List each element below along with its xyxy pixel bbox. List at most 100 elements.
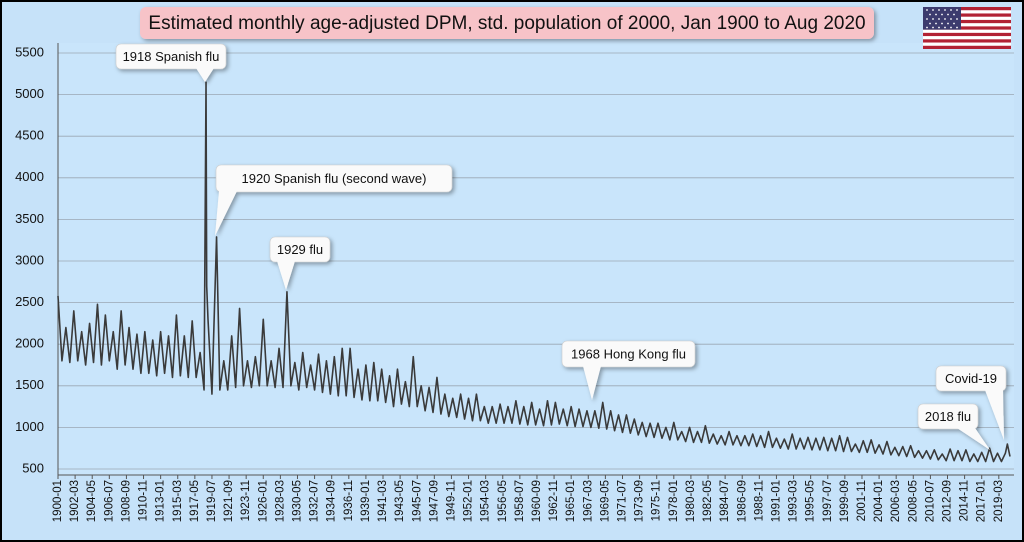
x-tick-label: 1984-07 xyxy=(719,480,731,522)
grid: 500 1000 1500 2000 2500 3000 3500 4000 4500 5000 5… xyxy=(15,43,1014,522)
x-tick-label: 1934-09 xyxy=(326,480,338,522)
y-tick-label: 2000 xyxy=(15,336,44,351)
callout xyxy=(935,365,1007,440)
x-tick-label: 2012-09 xyxy=(942,480,954,522)
data-line xyxy=(57,81,1011,463)
annotation: 1929 flu xyxy=(277,242,323,257)
x-tick-label: 2001-11 xyxy=(856,480,868,521)
y-tick-label: 1000 xyxy=(15,419,44,434)
callout-box xyxy=(269,236,331,263)
x-tick-label: 2004-01 xyxy=(873,480,885,522)
x-tick-label: 1943-05 xyxy=(394,480,406,522)
callout-pointer xyxy=(215,191,237,236)
x-tick-label: 1995-05 xyxy=(805,480,817,522)
x-tick-label: 1904-05 xyxy=(86,480,98,522)
x-tick-label: 1932-07 xyxy=(309,480,321,522)
x-tick-label: 2006-03 xyxy=(890,480,902,522)
x-tick-label: 1962-11 xyxy=(548,480,560,521)
x-tick-label: 1988-11 xyxy=(753,480,765,521)
annotation: Covid-19 xyxy=(945,371,997,386)
callout-box xyxy=(917,403,979,430)
x-tick-label: 1921-09 xyxy=(223,480,235,522)
plot-background xyxy=(58,43,1014,475)
x-tick-label: 1926-01 xyxy=(257,480,269,522)
x-tick-label: 1965-01 xyxy=(565,480,577,522)
title-background xyxy=(140,7,874,39)
flag-stripes xyxy=(923,10,1011,46)
x-tick-label: 2019-03 xyxy=(993,480,1005,522)
x-tick-label: 1939-01 xyxy=(360,480,372,522)
x-tick-label: 1930-05 xyxy=(292,480,304,522)
callout-box xyxy=(561,340,696,368)
x-tick-label: 1980-03 xyxy=(685,480,697,522)
x-tick-label: 1949-11 xyxy=(445,480,457,521)
callout-pointer xyxy=(196,68,214,82)
y-tick-label: 5000 xyxy=(15,86,44,101)
annotation: 2018 flu xyxy=(925,409,971,424)
x-tick-label: 1999-09 xyxy=(839,480,851,522)
callout-pointer xyxy=(277,261,295,290)
callout xyxy=(215,164,453,236)
callout-pointer xyxy=(583,366,601,400)
title-box: Estimated monthly age-adjusted DPM, std.… xyxy=(140,7,874,39)
plot-area xyxy=(57,81,1011,463)
x-tick-label: 1906-07 xyxy=(103,480,115,522)
x-tick-label: 1969-05 xyxy=(599,480,611,522)
annotation: 1918 Spanish flu xyxy=(123,49,220,64)
x-tick-label: 1958-07 xyxy=(514,480,526,522)
x-tick-label: 1997-07 xyxy=(822,480,834,522)
x-tick-label: 1991-01 xyxy=(770,480,782,522)
x-tick-label: 1973-09 xyxy=(634,480,646,522)
callout-box xyxy=(935,365,1007,392)
callout xyxy=(115,43,227,82)
annotation: 1920 Spanish flu (second wave) xyxy=(241,171,426,186)
x-tick-label: 2010-07 xyxy=(924,480,936,522)
x-tick-label: 2014-11 xyxy=(959,480,971,521)
x-tick-label: 1986-09 xyxy=(736,480,748,522)
y-tick-label: 2500 xyxy=(15,294,44,309)
y-tick-label: 1500 xyxy=(15,377,44,392)
x-tick-label: 1993-03 xyxy=(788,480,800,522)
x-tick-label: 1919-07 xyxy=(206,480,218,522)
x-tick-label: 1952-01 xyxy=(463,480,475,522)
x-tick-label: 1915-03 xyxy=(172,480,184,522)
annotation: 1968 Hong Kong flu xyxy=(571,346,686,361)
x-tick-label: 1910-11 xyxy=(138,480,150,521)
callout-pointer xyxy=(957,428,990,450)
x-tick-label: 1900-01 xyxy=(52,480,64,522)
callout-pointer xyxy=(985,390,1004,440)
x-tick-label: 2017-01 xyxy=(976,480,988,522)
callout xyxy=(269,236,331,290)
x-tick-label: 1928-03 xyxy=(274,480,286,522)
y-tick-label: 500 xyxy=(22,460,44,475)
x-tick-label: 1956-05 xyxy=(497,480,509,522)
flag-stars xyxy=(926,9,958,29)
x-tick-label: 1960-09 xyxy=(531,480,543,522)
x-tick-label: 1967-03 xyxy=(582,480,594,522)
x-tick-label: 1978-01 xyxy=(668,480,680,522)
x-tick-label: 1913-01 xyxy=(155,480,167,522)
x-tick-label: 1941-03 xyxy=(377,480,389,522)
y-tick-label: 4500 xyxy=(15,128,44,143)
y-tick-label: 4000 xyxy=(15,169,44,184)
x-tick-label: 1945-07 xyxy=(411,480,423,522)
x-tick-label: 1908-09 xyxy=(120,480,132,522)
annotations: 1918 Spanish flu 1920 Spanish flu (second… xyxy=(115,43,1007,450)
flag-canton xyxy=(923,7,961,30)
x-tick-label: 1971-07 xyxy=(617,480,629,522)
callout xyxy=(561,340,696,400)
y-tick-label: 5500 xyxy=(15,44,44,59)
x-tick-label: 1982-05 xyxy=(702,480,714,522)
us-flag xyxy=(923,7,1011,49)
y-tick-label: 3000 xyxy=(15,252,44,267)
x-tick-label: 1947-09 xyxy=(428,480,440,522)
x-tick-label: 1954-03 xyxy=(480,480,492,522)
x-tick-label: 1936-11 xyxy=(343,480,355,521)
y-tick-label: 3500 xyxy=(15,211,44,226)
x-tick-label: 1923-11 xyxy=(240,480,252,521)
x-tick-label: 1975-11 xyxy=(651,480,663,521)
callout xyxy=(917,403,990,450)
x-tick-label: 1902-03 xyxy=(69,480,81,522)
